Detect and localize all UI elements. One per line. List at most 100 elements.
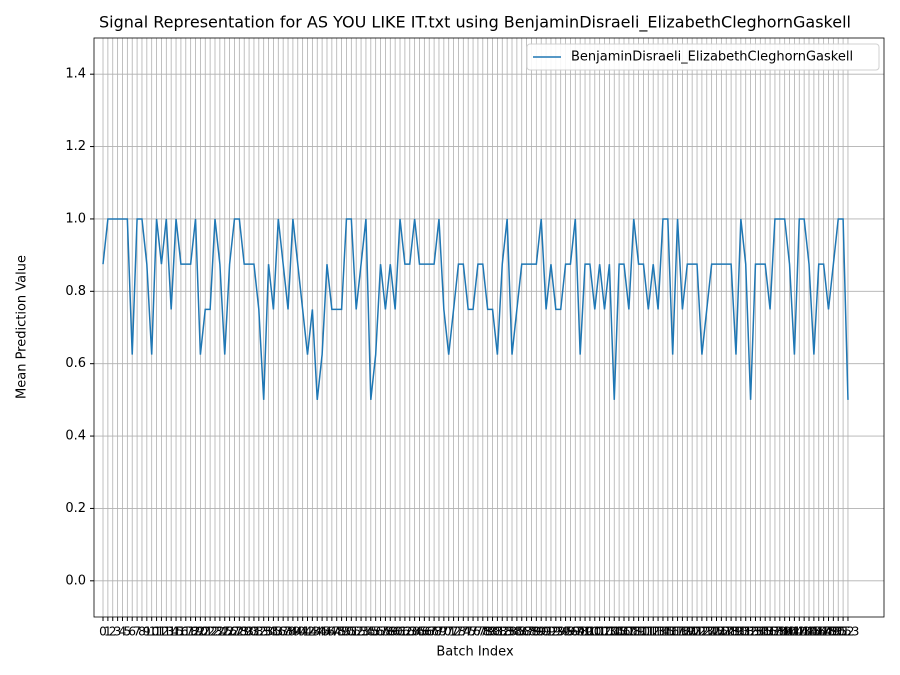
x-tick-label: 104 — [598, 625, 621, 639]
x-tick-label: 10 — [144, 625, 159, 639]
x-tick-label: 76 — [465, 625, 480, 639]
x-tick-label: 98 — [573, 625, 588, 639]
x-tick-label: 113 — [642, 625, 665, 639]
x-tick-label: 74 — [456, 625, 471, 639]
x-tick-label: 81 — [490, 625, 505, 639]
x-tick-label: 127 — [710, 625, 733, 639]
y-tick-label: 0.8 — [65, 284, 86, 299]
x-tick-label: 40 — [290, 625, 305, 639]
x-tick-label: 112 — [637, 625, 660, 639]
x-tick-label: 37 — [276, 625, 291, 639]
y-tick-label: 1.0 — [65, 211, 86, 226]
x-tick-label: 61 — [392, 625, 407, 639]
x-tick-label: 131 — [729, 625, 752, 639]
x-tick-label: 45 — [314, 625, 329, 639]
x-tick-label: 149 — [817, 625, 840, 639]
plot-frame — [93, 37, 885, 618]
x-tick-label: 1 — [104, 625, 112, 639]
x-tick-label: 18 — [183, 625, 198, 639]
x-tick-label: 11 — [149, 625, 164, 639]
x-tick-label: 97 — [568, 625, 583, 639]
legend-label: BenjaminDisraeli_ElizabethCleghornGaskel… — [571, 50, 853, 65]
x-tick-label: 54 — [358, 625, 373, 639]
x-tick-label: 51 — [344, 625, 359, 639]
x-tick-label: 88 — [524, 625, 539, 639]
x-tick-label: 138 — [763, 625, 786, 639]
x-tick-label: 140 — [773, 625, 796, 639]
x-tick-label: 14 — [164, 625, 179, 639]
x-tick-label: 41 — [295, 625, 310, 639]
y-tick-label: 1.4 — [65, 67, 86, 82]
x-tick-label: 152 — [832, 625, 855, 639]
x-tick-label: 107 — [613, 625, 636, 639]
x-tick-label: 122 — [686, 625, 709, 639]
x-tick-label: 130 — [725, 625, 748, 639]
x-tick-label: 67 — [422, 625, 437, 639]
x-tick-label: 91 — [538, 625, 553, 639]
x-tick-label: 25 — [217, 625, 232, 639]
x-tick-label: 115 — [651, 625, 674, 639]
x-tick-label: 126 — [705, 625, 728, 639]
x-tick-label: 0 — [99, 625, 107, 639]
x-tick-label: 116 — [656, 625, 679, 639]
x-tick-label: 96 — [563, 625, 578, 639]
y-tick-label: 0.4 — [65, 429, 86, 444]
x-tick-label: 153 — [837, 625, 860, 639]
x-tick-label: 22 — [202, 625, 217, 639]
x-tick-label: 100 — [578, 625, 601, 639]
x-tick-label: 101 — [583, 625, 606, 639]
x-tick-label: 106 — [608, 625, 631, 639]
x-tick-label: 77 — [470, 625, 485, 639]
x-tick-label: 118 — [666, 625, 689, 639]
x-tick-label: 9 — [143, 625, 151, 639]
x-tick-label: 16 — [173, 625, 188, 639]
x-tick-label: 23 — [207, 625, 222, 639]
x-tick-label: 66 — [417, 625, 432, 639]
y-tick-label: 0.2 — [65, 501, 86, 516]
x-tick-label: 123 — [690, 625, 713, 639]
x-tick-label: 146 — [802, 625, 825, 639]
x-tick-label: 129 — [720, 625, 743, 639]
x-tick-label: 148 — [812, 625, 835, 639]
chart-title: Signal Representation for AS YOU LIKE IT… — [99, 13, 851, 33]
x-tick-label: 95 — [558, 625, 573, 639]
x-tick-label: 5 — [124, 625, 132, 639]
x-tick-label: 114 — [647, 625, 670, 639]
x-tick-label: 150 — [822, 625, 845, 639]
x-tick-label: 75 — [461, 625, 476, 639]
x-tick-label: 21 — [198, 625, 213, 639]
x-tick-label: 124 — [695, 625, 718, 639]
x-tick-label: 141 — [778, 625, 801, 639]
x-tick-label: 82 — [495, 625, 510, 639]
x-tick-label: 72 — [446, 625, 461, 639]
x-tick-label: 86 — [514, 625, 529, 639]
x-tick-label: 71 — [441, 625, 456, 639]
x-tick-label: 110 — [627, 625, 650, 639]
x-tick-label: 144 — [793, 625, 816, 639]
x-tick-label: 26 — [222, 625, 237, 639]
x-tick-label: 139 — [768, 625, 791, 639]
x-tick-label: 50 — [339, 625, 354, 639]
x-tick-label: 58 — [378, 625, 393, 639]
x-tick-label: 102 — [588, 625, 611, 639]
x-tick-label: 55 — [363, 625, 378, 639]
x-tick-label: 17 — [178, 625, 193, 639]
x-tick-label: 142 — [783, 625, 806, 639]
x-tick-label: 65 — [412, 625, 427, 639]
x-tick-label: 44 — [310, 625, 325, 639]
x-tick-label: 103 — [593, 625, 616, 639]
x-tick-label: 7 — [133, 625, 141, 639]
x-tick-label: 105 — [603, 625, 626, 639]
x-tick-label: 20 — [193, 625, 208, 639]
x-tick-label: 33 — [256, 625, 271, 639]
x-tick-label: 28 — [232, 625, 247, 639]
x-tick-label: 121 — [681, 625, 704, 639]
x-tick-label: 73 — [451, 625, 466, 639]
x-tick-label: 85 — [509, 625, 524, 639]
x-tick-label: 59 — [383, 625, 398, 639]
x-tick-label: 49 — [334, 625, 349, 639]
x-tick-label: 34 — [261, 625, 276, 639]
x-tick-label: 31 — [246, 625, 261, 639]
x-tick-label: 35 — [266, 625, 281, 639]
